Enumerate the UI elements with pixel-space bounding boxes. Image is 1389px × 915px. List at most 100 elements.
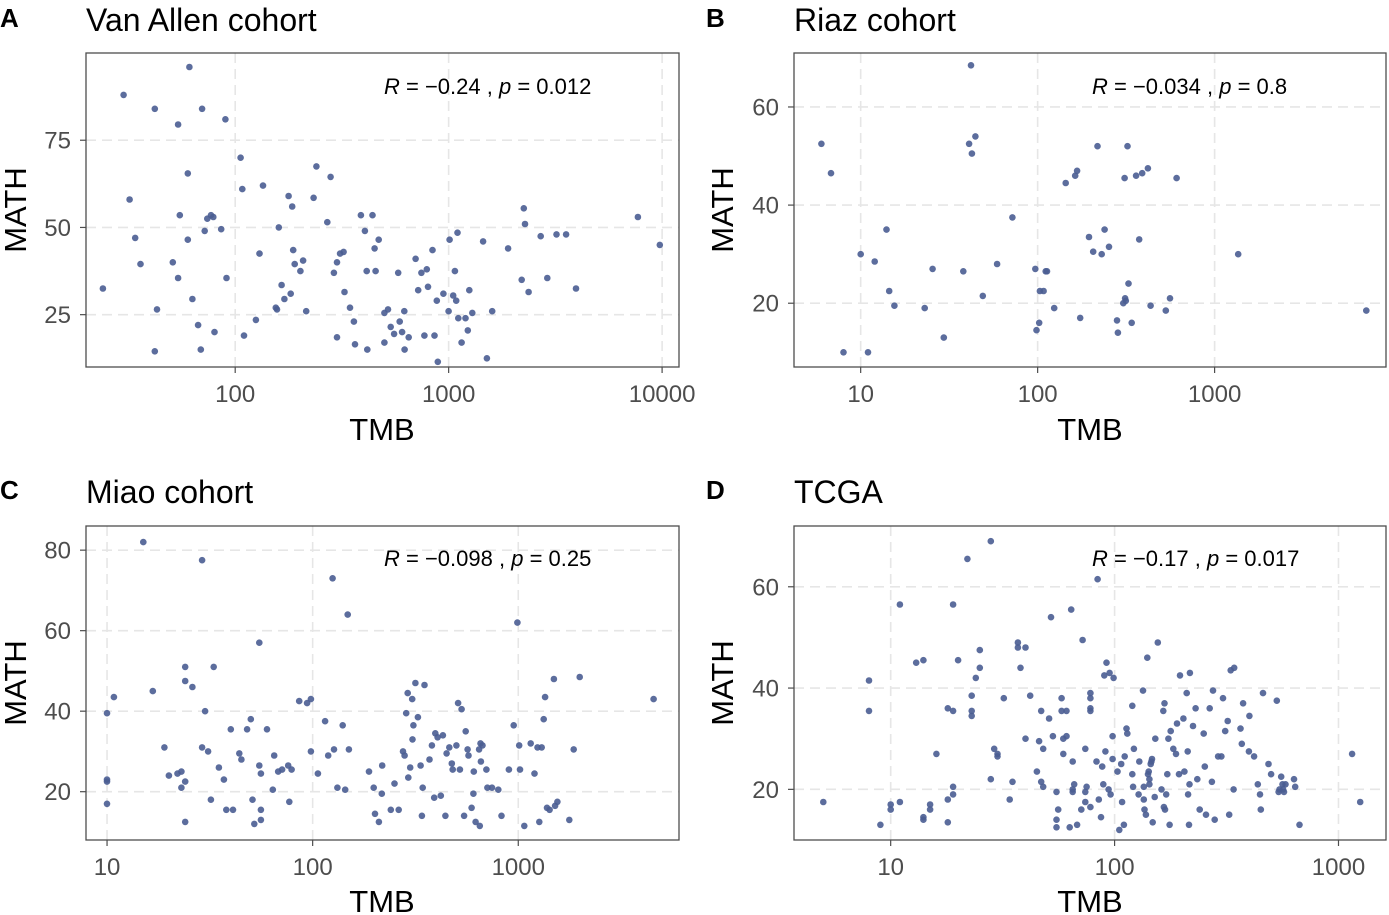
data-point — [1186, 781, 1193, 788]
data-point — [454, 699, 462, 707]
data-point — [1149, 819, 1156, 826]
data-point — [1192, 705, 1199, 712]
data-point — [1118, 798, 1126, 806]
data-point — [434, 358, 442, 366]
data-point — [949, 791, 957, 798]
data-point — [1037, 778, 1045, 786]
data-point — [1147, 302, 1154, 310]
data-point — [840, 349, 847, 356]
data-point — [396, 318, 404, 325]
data-point — [288, 203, 296, 210]
data-point — [926, 806, 934, 813]
data-point — [181, 677, 189, 685]
data-point — [197, 346, 205, 353]
data-point — [468, 804, 475, 812]
data-point — [965, 140, 973, 148]
data-point — [439, 732, 447, 739]
data-point — [198, 744, 206, 751]
data-point — [1009, 214, 1016, 221]
data-point — [968, 692, 975, 699]
data-point — [1050, 304, 1058, 312]
data-point — [483, 766, 490, 773]
data-point — [1105, 786, 1112, 793]
data-point — [1363, 307, 1370, 314]
data-point — [1098, 763, 1106, 770]
data-point — [1069, 758, 1076, 765]
data-point — [891, 302, 898, 310]
data-point — [1184, 791, 1192, 798]
data-point — [544, 274, 551, 282]
data-point — [327, 173, 334, 181]
data-point — [378, 790, 386, 797]
y-tick-label: 40 — [752, 193, 779, 220]
data-point — [1146, 775, 1153, 783]
data-point — [1047, 613, 1055, 621]
x-axis-title: TMB — [1057, 412, 1122, 447]
data-point — [1100, 781, 1107, 788]
data-point — [521, 220, 529, 228]
data-point — [1101, 672, 1108, 679]
data-point — [1218, 753, 1225, 760]
data-point — [395, 806, 403, 814]
data-point — [198, 105, 206, 113]
data-point — [351, 341, 359, 348]
data-point — [161, 744, 168, 751]
data-point — [987, 537, 995, 545]
data-point — [1128, 319, 1135, 327]
data-point — [259, 182, 267, 189]
data-point — [576, 673, 583, 681]
data-point — [243, 726, 251, 733]
data-point — [189, 683, 196, 691]
data-point — [426, 756, 433, 763]
data-point — [365, 768, 373, 775]
data-point — [864, 349, 872, 356]
data-point — [255, 639, 263, 646]
data-point — [223, 806, 230, 814]
data-point — [431, 332, 438, 339]
data-point — [384, 306, 392, 313]
data-point — [454, 229, 461, 236]
data-point — [1033, 768, 1041, 775]
data-point — [401, 346, 408, 353]
panel-letter: B — [706, 3, 725, 33]
data-point — [1078, 806, 1085, 813]
data-point — [324, 218, 331, 226]
y-tick-label: 80 — [44, 538, 71, 565]
data-point — [186, 63, 193, 71]
data-point — [1189, 722, 1197, 730]
y-tick-label: 20 — [752, 777, 779, 804]
data-point — [269, 786, 277, 793]
data-point — [103, 709, 111, 717]
data-point — [570, 746, 577, 753]
data-point — [566, 816, 573, 824]
data-point — [976, 646, 984, 654]
data-point — [1035, 319, 1043, 327]
data-point — [1184, 748, 1191, 755]
y-tick-label: 50 — [44, 215, 71, 242]
data-point — [249, 796, 256, 803]
data-point — [176, 211, 184, 219]
data-point — [954, 656, 962, 664]
data-point — [462, 314, 469, 322]
data-point — [990, 745, 998, 753]
plot-frame — [85, 52, 680, 368]
data-point — [455, 314, 462, 322]
data-point — [288, 766, 295, 773]
data-point — [1206, 705, 1213, 712]
data-point — [357, 211, 365, 219]
data-point — [1136, 758, 1143, 765]
data-point — [1069, 788, 1076, 796]
data-point — [421, 681, 428, 689]
data-point — [222, 116, 229, 123]
x-tick-label: 100 — [1018, 381, 1058, 408]
data-point — [103, 800, 111, 808]
panel-letter: A — [0, 3, 19, 33]
data-point — [1076, 314, 1084, 322]
data-point — [414, 286, 422, 294]
data-point — [1114, 329, 1122, 337]
data-point — [920, 656, 927, 664]
data-point — [460, 812, 468, 820]
data-point — [921, 304, 928, 312]
x-tick-label: 10000 — [629, 381, 696, 408]
data-point — [972, 674, 980, 682]
